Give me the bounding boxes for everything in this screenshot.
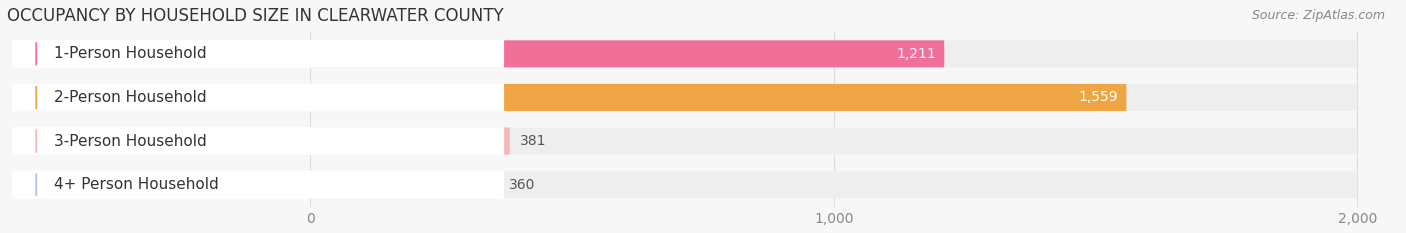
FancyBboxPatch shape bbox=[311, 40, 945, 67]
Text: OCCUPANCY BY HOUSEHOLD SIZE IN CLEARWATER COUNTY: OCCUPANCY BY HOUSEHOLD SIZE IN CLEARWATE… bbox=[7, 7, 503, 25]
FancyBboxPatch shape bbox=[311, 171, 499, 198]
Text: 1-Person Household: 1-Person Household bbox=[53, 46, 207, 61]
FancyBboxPatch shape bbox=[13, 83, 505, 111]
FancyBboxPatch shape bbox=[311, 84, 1357, 111]
FancyBboxPatch shape bbox=[311, 84, 1126, 111]
Text: 3-Person Household: 3-Person Household bbox=[53, 134, 207, 149]
Text: 4+ Person Household: 4+ Person Household bbox=[53, 177, 219, 192]
Text: 2-Person Household: 2-Person Household bbox=[53, 90, 207, 105]
Text: 381: 381 bbox=[520, 134, 547, 148]
FancyBboxPatch shape bbox=[311, 40, 1357, 67]
FancyBboxPatch shape bbox=[13, 171, 505, 199]
FancyBboxPatch shape bbox=[311, 171, 1357, 198]
FancyBboxPatch shape bbox=[13, 40, 505, 68]
Text: 1,559: 1,559 bbox=[1078, 90, 1119, 104]
FancyBboxPatch shape bbox=[13, 127, 505, 155]
FancyBboxPatch shape bbox=[311, 127, 510, 155]
Text: 360: 360 bbox=[509, 178, 536, 192]
Text: 1,211: 1,211 bbox=[897, 47, 936, 61]
FancyBboxPatch shape bbox=[311, 127, 1357, 155]
Text: Source: ZipAtlas.com: Source: ZipAtlas.com bbox=[1251, 9, 1385, 22]
